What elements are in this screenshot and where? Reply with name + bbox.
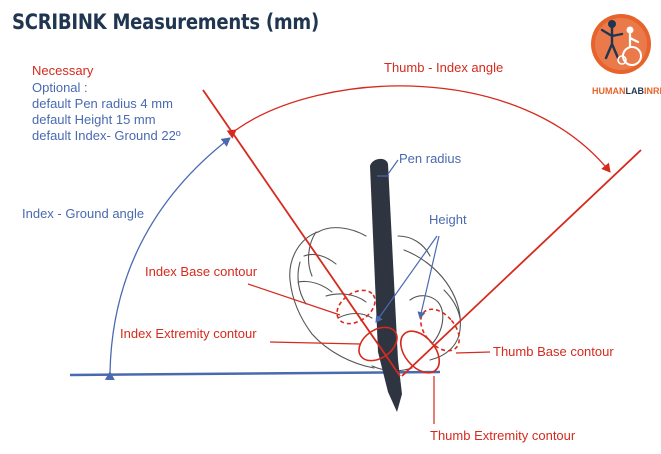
- note-default-index-ground: default Index- Ground 22º: [32, 128, 181, 143]
- label-thumb-base-contour: Thumb Base contour: [493, 344, 614, 359]
- logo-text: HUMANLABINRIA: [592, 86, 661, 96]
- label-index-ground-angle: Index - Ground angle: [22, 206, 144, 221]
- thumb-line: [401, 149, 642, 377]
- label-height: Height: [429, 212, 467, 227]
- pen: [370, 158, 402, 412]
- thumb-index-angle-arc: [226, 85, 611, 173]
- index-contours: [336, 289, 398, 362]
- note-default-pen-radius: default Pen radius 4 mm: [32, 96, 173, 111]
- index-ground-angle-arc: [104, 137, 231, 381]
- label-index-extremity-contour: Index Extremity contour: [120, 326, 257, 341]
- label-thumb-extremity-contour: Thumb Extremity contour: [430, 428, 576, 443]
- thumb-base-leader: [455, 351, 491, 354]
- note-default-height: default Height 15 mm: [32, 112, 156, 127]
- note-optional: Optional :: [32, 80, 88, 95]
- label-thumb-index-angle: Thumb - Index angle: [384, 60, 503, 75]
- label-pen-radius: Pen radius: [399, 151, 462, 166]
- label-index-base-contour: Index Base contour: [145, 264, 258, 279]
- index-base-leader: [247, 283, 341, 316]
- height-pointer-2: [417, 235, 440, 319]
- pen-radius-pointer: [387, 159, 399, 175]
- height-pointer-1: [375, 235, 438, 323]
- thumb-contours: [399, 308, 461, 374]
- page-title: SCRIBINK Measurements (mm): [12, 10, 319, 34]
- index-extremity-leader: [269, 341, 361, 345]
- humanlab-logo: HUMANLABINRIA: [591, 14, 661, 96]
- note-necessary: Necessary: [32, 63, 94, 78]
